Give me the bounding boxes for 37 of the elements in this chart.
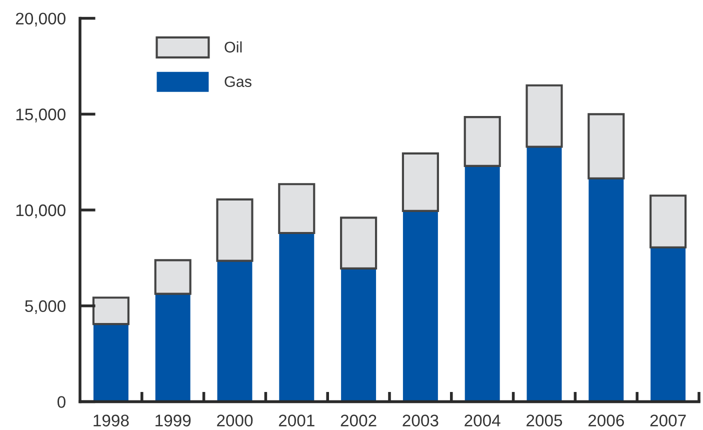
bar [341, 268, 376, 402]
x-tick-label: 2002 [340, 414, 376, 426]
y-tick-label: 20,000 [16, 12, 66, 26]
y-tick-label: 0 [57, 396, 66, 408]
bar [279, 233, 314, 402]
bar [650, 194, 687, 248]
x-tick-label: 1999 [156, 414, 191, 426]
x-tick-label: 2007 [650, 414, 686, 426]
y-tick-label: 5,000 [25, 300, 66, 314]
bar [92, 296, 130, 326]
bar [526, 146, 562, 402]
x-tick-label: 2005 [526, 414, 562, 426]
y-tick-label: 10,000 [16, 204, 66, 218]
x-tick-label: 1998 [94, 414, 129, 426]
x-tick-label: 2003 [402, 414, 438, 426]
bar [526, 84, 563, 148]
bar [464, 116, 501, 167]
bar [588, 178, 624, 402]
bar [93, 324, 128, 402]
bar [217, 260, 252, 402]
bar [155, 294, 190, 402]
y-tick-label: 15,000 [16, 108, 66, 122]
bar [340, 216, 378, 270]
x-tick-label: 2006 [588, 414, 624, 426]
bar [154, 259, 192, 295]
bar [588, 113, 625, 180]
bar [402, 152, 439, 212]
bar [402, 210, 438, 402]
x-tick-label: 2001 [278, 414, 314, 426]
bar [278, 183, 316, 234]
bar [464, 166, 500, 402]
x-tick-label: 2004 [464, 414, 500, 426]
x-tick-label: 2000 [217, 414, 253, 426]
bar [650, 247, 686, 402]
bar [216, 198, 254, 262]
legend-label: Gas [224, 76, 252, 88]
legend-label: Oil [224, 41, 242, 53]
